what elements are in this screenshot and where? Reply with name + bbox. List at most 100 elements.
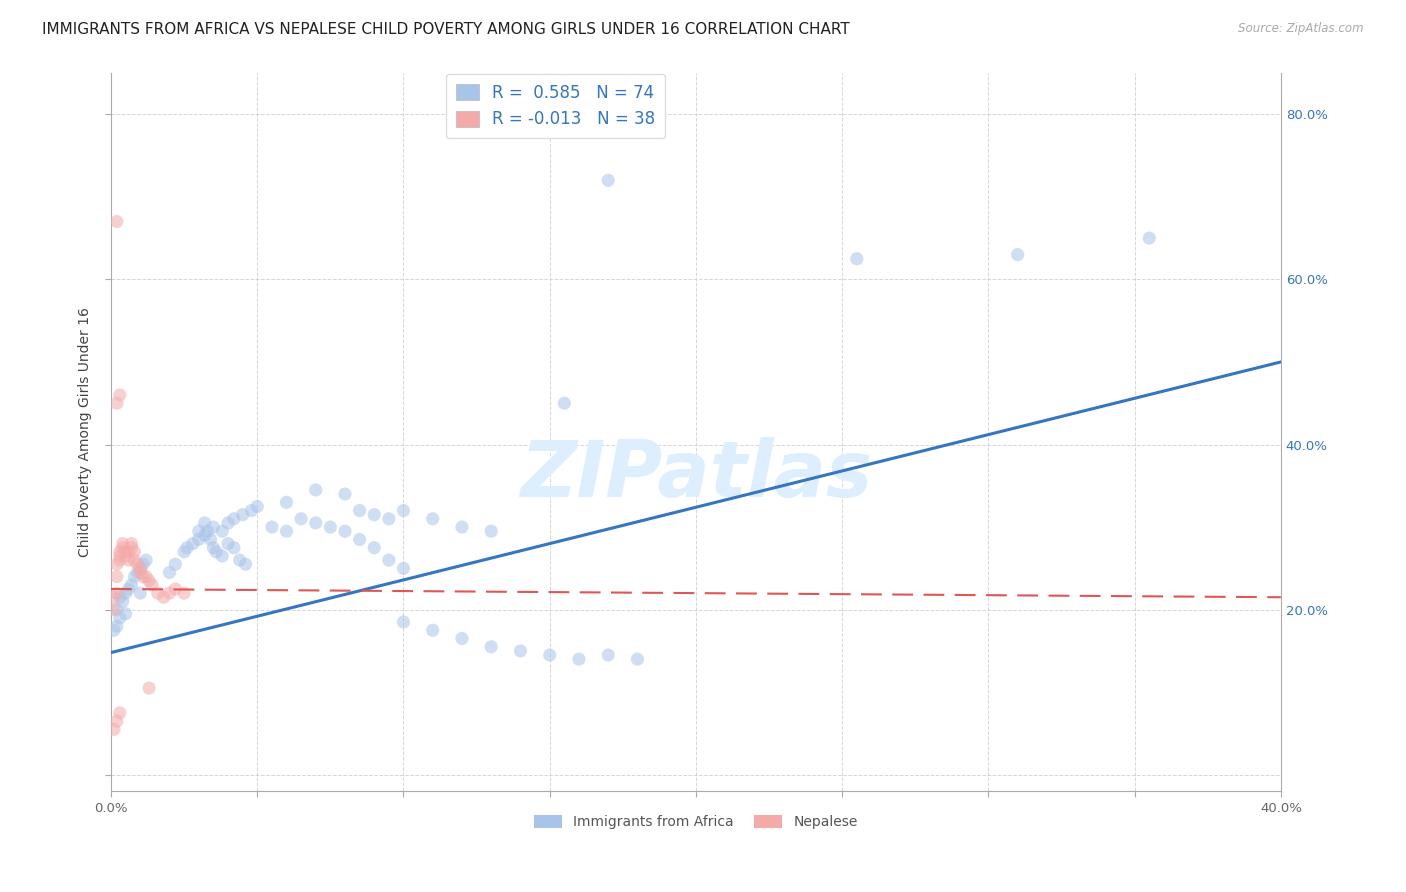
Point <box>845 252 868 266</box>
Point <box>626 652 648 666</box>
Point <box>117 545 139 559</box>
Point <box>181 536 204 550</box>
Point <box>568 652 591 666</box>
Point <box>305 516 328 530</box>
Point <box>121 536 143 550</box>
Point <box>173 545 195 559</box>
Point <box>1007 247 1029 261</box>
Point <box>165 558 187 572</box>
Point <box>105 619 128 633</box>
Point <box>392 615 415 629</box>
Text: ZIPatlas: ZIPatlas <box>520 437 872 513</box>
Point <box>451 632 474 646</box>
Point <box>141 578 163 592</box>
Point <box>378 512 401 526</box>
Point <box>276 524 298 539</box>
Point <box>132 558 155 572</box>
Point <box>108 706 131 720</box>
Point <box>114 607 136 621</box>
Point <box>222 512 245 526</box>
Point <box>392 503 415 517</box>
Point <box>363 541 385 555</box>
Point <box>103 723 125 737</box>
Point <box>129 561 152 575</box>
Point <box>451 520 474 534</box>
Point <box>598 648 620 662</box>
Point <box>228 553 250 567</box>
Point <box>479 524 502 539</box>
Point <box>108 549 131 563</box>
Point <box>103 602 125 616</box>
Point <box>479 640 502 654</box>
Point <box>129 561 152 575</box>
Point <box>598 173 620 187</box>
Point <box>553 396 575 410</box>
Point <box>117 553 139 567</box>
Point <box>217 536 239 550</box>
Point <box>129 566 152 580</box>
Point <box>349 503 371 517</box>
Point <box>105 558 128 572</box>
Point <box>117 582 139 596</box>
Point <box>121 541 143 555</box>
Point <box>246 500 269 514</box>
Point <box>422 624 444 638</box>
Point <box>111 536 134 550</box>
Point <box>105 214 128 228</box>
Point <box>205 545 228 559</box>
Point <box>114 549 136 563</box>
Point <box>305 483 328 497</box>
Point <box>124 545 146 559</box>
Point <box>194 528 217 542</box>
Y-axis label: Child Poverty Among Girls Under 16: Child Poverty Among Girls Under 16 <box>79 307 93 558</box>
Point <box>333 524 356 539</box>
Point <box>114 586 136 600</box>
Point <box>127 558 149 572</box>
Point <box>103 624 125 638</box>
Point <box>138 574 160 588</box>
Point <box>159 566 181 580</box>
Point <box>202 520 225 534</box>
Point <box>132 569 155 583</box>
Point <box>232 508 254 522</box>
Point <box>108 545 131 559</box>
Point <box>187 524 209 539</box>
Point <box>111 541 134 555</box>
Point <box>538 648 561 662</box>
Point <box>363 508 385 522</box>
Point <box>127 566 149 580</box>
Point <box>124 553 146 567</box>
Point <box>114 545 136 559</box>
Point <box>173 586 195 600</box>
Point <box>217 516 239 530</box>
Point <box>509 644 531 658</box>
Point <box>108 553 131 567</box>
Legend: Immigrants from Africa, Nepalese: Immigrants from Africa, Nepalese <box>529 809 863 835</box>
Point <box>211 549 233 563</box>
Point <box>422 512 444 526</box>
Point <box>135 569 157 583</box>
Point <box>152 591 174 605</box>
Point <box>105 602 128 616</box>
Point <box>146 586 169 600</box>
Point <box>187 533 209 547</box>
Text: Source: ZipAtlas.com: Source: ZipAtlas.com <box>1239 22 1364 36</box>
Point <box>319 520 342 534</box>
Point <box>176 541 198 555</box>
Point <box>349 533 371 547</box>
Point <box>333 487 356 501</box>
Point <box>276 495 298 509</box>
Point <box>211 524 233 539</box>
Point <box>165 582 187 596</box>
Point <box>108 611 131 625</box>
Point <box>392 561 415 575</box>
Point <box>378 553 401 567</box>
Point <box>124 569 146 583</box>
Point <box>1137 231 1160 245</box>
Point <box>103 591 125 605</box>
Point <box>105 714 128 728</box>
Point <box>197 524 219 539</box>
Point <box>260 520 283 534</box>
Point <box>105 569 128 583</box>
Point <box>290 512 312 526</box>
